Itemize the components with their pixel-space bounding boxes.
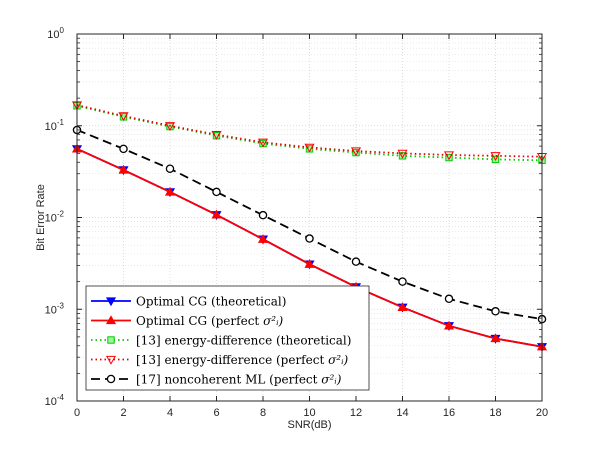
x-tick-label: 0 [74, 407, 80, 419]
data-point [304, 258, 315, 268]
legend-marker [105, 315, 117, 325]
data-point [305, 234, 314, 243]
data-point [445, 153, 453, 162]
legend-marker [107, 336, 115, 344]
data-point [118, 112, 129, 122]
data-point [164, 186, 176, 196]
series-1 [71, 143, 548, 351]
data-point [211, 209, 222, 219]
y-tick-labels: 100 10-1 10-2 10-3 10-4 [45, 26, 65, 408]
x-tick-labels: 0 2 4 6 8 10 12 14 16 18 20 [74, 407, 548, 419]
data-point [119, 144, 128, 154]
data-point [490, 152, 501, 162]
legend-marker [105, 297, 117, 307]
x-tick-label: 12 [350, 407, 362, 419]
series-line [76, 104, 543, 158]
legend: Optimal CG (theoretical) Optimal CG (perf… [85, 285, 370, 391]
legend-marker [106, 374, 116, 384]
data-point [211, 130, 222, 140]
y-tick-label: 10-2 [45, 210, 65, 225]
legend-label: [17] noncoherent ML (perfect σ²ᵢ) [136, 373, 342, 387]
data-point [118, 164, 129, 174]
y-tick-label: 10-3 [45, 301, 65, 316]
legend-label: Optimal CG (perfect σ²ᵢ) [136, 314, 283, 328]
x-axis-label: SNR(dB) [287, 419, 331, 431]
data-point [165, 164, 175, 173]
series-line [76, 104, 543, 162]
series-layer [71, 101, 548, 352]
legend-box [85, 285, 370, 391]
legend-label: [13] energy-difference (theoretical) [136, 334, 351, 348]
legend-entry-2: [13] energy-difference (theoretical) [91, 334, 351, 348]
y-tick-label: 100 [47, 26, 64, 41]
legend-marker [105, 355, 117, 365]
data-point [444, 294, 454, 304]
x-tick-label: 8 [260, 407, 266, 419]
legend-entry-0: Optimal CG (theoretical) [91, 295, 286, 309]
data-point [491, 307, 500, 316]
data-point [351, 257, 361, 266]
legend-label: [13] energy-difference (perfect σ²ᵢ) [136, 353, 349, 367]
data-point [257, 233, 269, 243]
data-point [212, 187, 221, 197]
data-point [398, 277, 407, 286]
y-tick-label: 10-1 [45, 118, 65, 133]
x-tick-label: 20 [536, 407, 548, 419]
data-point [304, 143, 315, 153]
legend-label: Optimal CG (theoretical) [136, 295, 286, 309]
data-point [443, 151, 455, 161]
x-tick-label: 2 [120, 407, 126, 419]
legend-entry-4: [17] noncoherent ML (perfect σ²ᵢ) [91, 373, 342, 387]
axis-ticks [76, 33, 543, 402]
data-point [164, 122, 176, 131]
legend-entry-3: [13] energy-difference (perfect σ²ᵢ) [91, 353, 349, 367]
data-point [490, 333, 501, 343]
data-point [397, 149, 408, 159]
y-tick-label: 10-4 [45, 393, 65, 408]
legend-entry-1: Optimal CG (perfect σ²ᵢ) [91, 314, 283, 328]
data-point [350, 147, 362, 157]
x-tick-label: 14 [396, 407, 408, 419]
x-tick-label: 10 [303, 407, 315, 419]
x-tick-label: 6 [213, 407, 219, 419]
x-tick-label: 4 [167, 407, 173, 419]
data-point [397, 302, 408, 311]
y-axis-label: Bit Error Rate [35, 184, 47, 251]
data-point [258, 210, 268, 220]
data-point [257, 138, 269, 148]
data-point [443, 320, 455, 330]
series-4 [72, 125, 547, 324]
x-tick-label: 18 [489, 407, 501, 419]
x-tick-label: 16 [443, 407, 455, 419]
